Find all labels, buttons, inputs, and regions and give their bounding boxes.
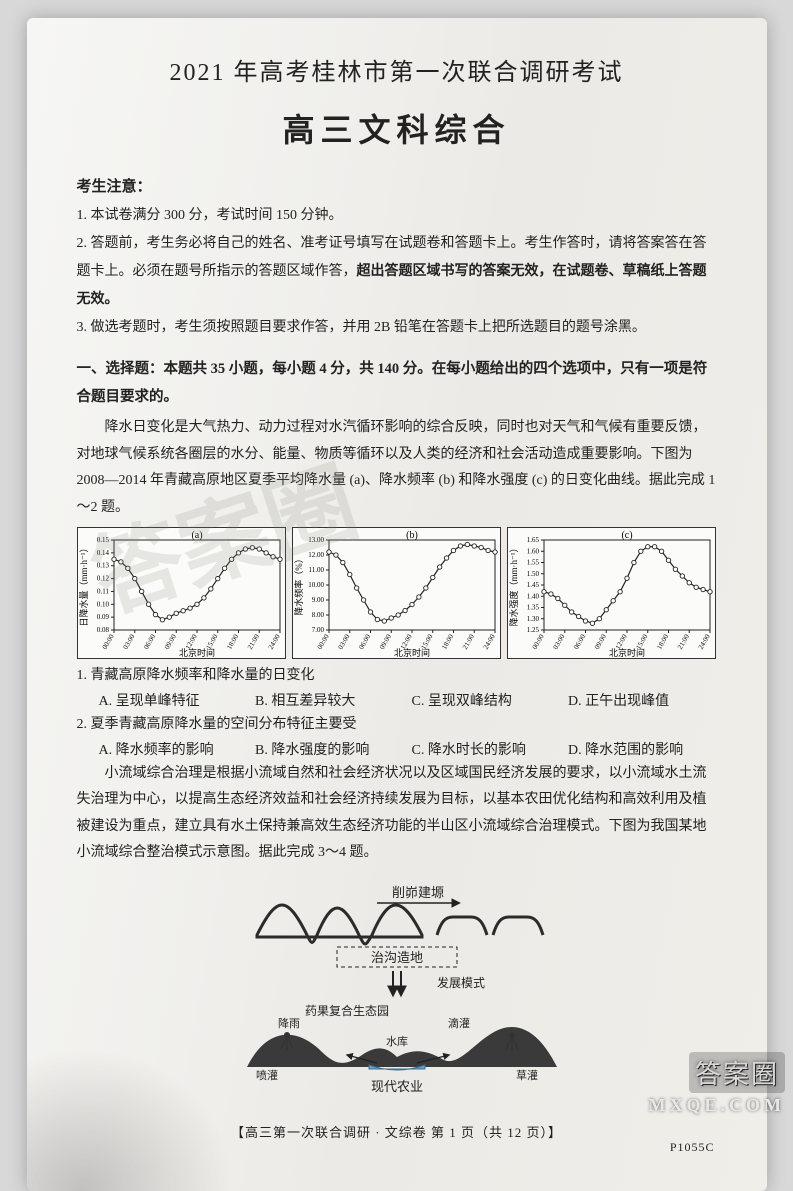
svg-text:1.45: 1.45: [527, 581, 540, 589]
svg-text:24:00: 24:00: [266, 633, 281, 651]
q2-opt-d: D. 降水范围的影响: [568, 739, 717, 759]
svg-text:0.10: 0.10: [96, 601, 109, 609]
svg-text:0.14: 0.14: [96, 549, 109, 557]
svg-text:水库: 水库: [386, 1035, 408, 1048]
svg-text:0.08: 0.08: [96, 626, 109, 634]
q2-opt-c: C. 降水时长的影响: [412, 739, 561, 759]
q1-opt-d: D. 正午出现峰值: [568, 690, 717, 710]
svg-text:0.13: 0.13: [96, 562, 109, 570]
notice-item-3-text: 3. 做选考题时，考生须按照题目要求作答，并用 2B 铅笔在答题卡上把所选题目的…: [77, 320, 646, 335]
passage-precip: 降水日变化是大气热力、动力过程对水汽循环影响的综合反映，同时也对天气和气候有重要…: [77, 415, 717, 521]
svg-text:治沟造地: 治沟造地: [370, 950, 422, 965]
svg-text:1.40: 1.40: [527, 593, 540, 601]
svg-text:1.35: 1.35: [527, 604, 540, 612]
svg-text:24:00: 24:00: [697, 633, 712, 651]
q1-opt-a: A. 呈现单峰特征: [99, 690, 248, 710]
notice-item-1-text: 1. 本试卷满分 300 分，考试时间 150 分钟。: [77, 208, 343, 223]
svg-text:21:00: 21:00: [461, 633, 476, 651]
svg-text:(c): (c): [622, 530, 633, 541]
q1-opt-c: C. 呈现双峰结构: [412, 690, 561, 710]
svg-text:00:00: 00:00: [316, 633, 331, 651]
page-code: P1055C: [670, 1140, 715, 1155]
q2-options: A. 降水频率的影响 B. 降水强度的影响 C. 降水时长的影响 D. 降水范围…: [99, 739, 717, 759]
svg-text:降水频率（%）: 降水频率（%）: [293, 555, 304, 617]
svg-text:1.50: 1.50: [527, 570, 540, 578]
q2-stem: 2. 夏季青藏高原降水量的空间分布特征主要受: [77, 712, 717, 739]
svg-text:03:00: 03:00: [336, 633, 351, 651]
svg-text:18:00: 18:00: [225, 633, 240, 651]
svg-text:1.60: 1.60: [527, 548, 540, 556]
svg-text:喷灌: 喷灌: [256, 1069, 278, 1082]
svg-text:09:00: 09:00: [163, 633, 178, 651]
svg-text:18:00: 18:00: [655, 633, 670, 651]
q1-options: A. 呈现单峰特征 B. 相互差异较大 C. 呈现双峰结构 D. 正午出现峰值: [99, 690, 717, 710]
svg-text:10.00: 10.00: [308, 581, 324, 589]
svg-text:1.55: 1.55: [527, 559, 540, 567]
svg-text:北京时间: 北京时间: [394, 647, 430, 658]
svg-text:00:00: 00:00: [531, 633, 546, 651]
section-1-head-plain: 一、选择题：本题共 35 小题，每小题 4 分，共 140 分。: [77, 361, 432, 377]
exam-page: 2021 年高考桂林市第一次联合调研考试 高三文科综合 考生注意： 1. 本试卷…: [27, 18, 767, 1191]
svg-text:13.00: 13.00: [308, 536, 324, 544]
svg-text:06:00: 06:00: [142, 633, 157, 651]
svg-text:21:00: 21:00: [676, 633, 691, 651]
svg-text:降雨: 降雨: [278, 1016, 300, 1030]
passage-basin: 小流域综合治理是根据小流域自然和社会经济状况以及区域国民经济发展的要求，以小流域…: [77, 761, 717, 867]
charts-row: 0.08 0.09 0.10 0.11 0.12 0.13 0.14 0.15 00:00 03:…: [77, 527, 717, 659]
svg-text:03:00: 03:00: [552, 633, 567, 651]
svg-text:8.00: 8.00: [312, 611, 325, 619]
svg-text:21:00: 21:00: [246, 633, 261, 651]
basin-diagram: 削峁建塬治沟造地发展模式药果复合生态园降雨喷灌 水库 滴灌草灌现代农业: [73, 877, 721, 1102]
svg-text:日降水量（mm·h⁻¹）: 日降水量（mm·h⁻¹）: [78, 544, 89, 627]
svg-text:1.65: 1.65: [527, 536, 540, 544]
svg-text:00:00: 00:00: [100, 633, 115, 651]
svg-text:0.11: 0.11: [97, 588, 109, 596]
svg-text:7.00: 7.00: [312, 626, 325, 634]
chart-panel: 0.08 0.09 0.10 0.11 0.12 0.13 0.14 0.15 00:00 03:…: [77, 527, 286, 659]
notice-label: 考生注意：: [77, 175, 721, 196]
svg-text:9.00: 9.00: [312, 596, 325, 604]
svg-text:滴灌: 滴灌: [448, 1016, 470, 1030]
svg-text:现代农业: 现代农业: [370, 1079, 422, 1094]
notice-list: 1. 本试卷满分 300 分，考试时间 150 分钟。 2. 答题前，考生务必将…: [77, 202, 717, 342]
svg-text:12.00: 12.00: [308, 551, 324, 559]
svg-text:0.15: 0.15: [96, 536, 109, 544]
svg-text:09:00: 09:00: [378, 633, 393, 651]
q2-opt-b: B. 降水强度的影响: [255, 739, 404, 759]
svg-text:06:00: 06:00: [357, 633, 372, 651]
svg-text:09:00: 09:00: [593, 633, 608, 651]
svg-text:(a): (a): [191, 530, 202, 541]
notice-item-2: 2. 答题前，考生务必将自己的姓名、准考证号填写在试题卷和答题卡上。考生作答时，…: [77, 230, 717, 314]
chart-panel: 7.00 8.00 9.00 10.00 11.00 12.00 13.00 00:00 03:…: [292, 527, 501, 659]
svg-text:06:00: 06:00: [572, 633, 587, 651]
page-title-line2: 高三文科综合: [73, 105, 721, 151]
svg-text:1.30: 1.30: [527, 615, 540, 623]
svg-text:24:00: 24:00: [482, 633, 497, 651]
svg-text:11.00: 11.00: [308, 566, 324, 574]
svg-text:0.09: 0.09: [96, 614, 109, 622]
notice-item-1: 1. 本试卷满分 300 分，考试时间 150 分钟。: [77, 202, 717, 230]
svg-text:发展模式: 发展模式: [437, 975, 485, 990]
svg-text:(b): (b): [406, 530, 418, 541]
svg-text:1.25: 1.25: [527, 626, 540, 634]
svg-text:北京时间: 北京时间: [178, 647, 214, 658]
svg-text:北京时间: 北京时间: [609, 647, 645, 658]
q2-opt-a: A. 降水频率的影响: [99, 739, 248, 759]
svg-text:草灌: 草灌: [516, 1069, 538, 1082]
q1-opt-b: B. 相互差异较大: [255, 690, 404, 710]
svg-text:降水强度（mm·h⁻¹）: 降水强度（mm·h⁻¹）: [508, 544, 519, 627]
q1-stem: 1. 青藏高原降水频率和降水量的日变化: [77, 663, 717, 690]
svg-text:药果复合生态园: 药果复合生态园: [304, 1003, 388, 1018]
page-title-line1: 2021 年高考桂林市第一次联合调研考试: [73, 52, 721, 87]
svg-text:削峁建塬: 削峁建塬: [391, 885, 443, 900]
section-1-head: 一、选择题：本题共 35 小题，每小题 4 分，共 140 分。在每小题给出的四…: [77, 356, 717, 411]
chart-panel: 1.25 1.30 1.35 1.40 1.45 1.50 1.55 1.60 1.65 00:0…: [507, 527, 716, 659]
notice-item-3: 3. 做选考题时，考生须按照题目要求作答，并用 2B 铅笔在答题卡上把所选题目的…: [77, 314, 717, 342]
page-footer: 【高三第一次联合调研 · 文综卷 第 1 页（共 12 页）】: [73, 1122, 721, 1141]
svg-text:0.12: 0.12: [96, 575, 109, 583]
svg-text:03:00: 03:00: [121, 633, 136, 651]
svg-text:18:00: 18:00: [440, 633, 455, 651]
